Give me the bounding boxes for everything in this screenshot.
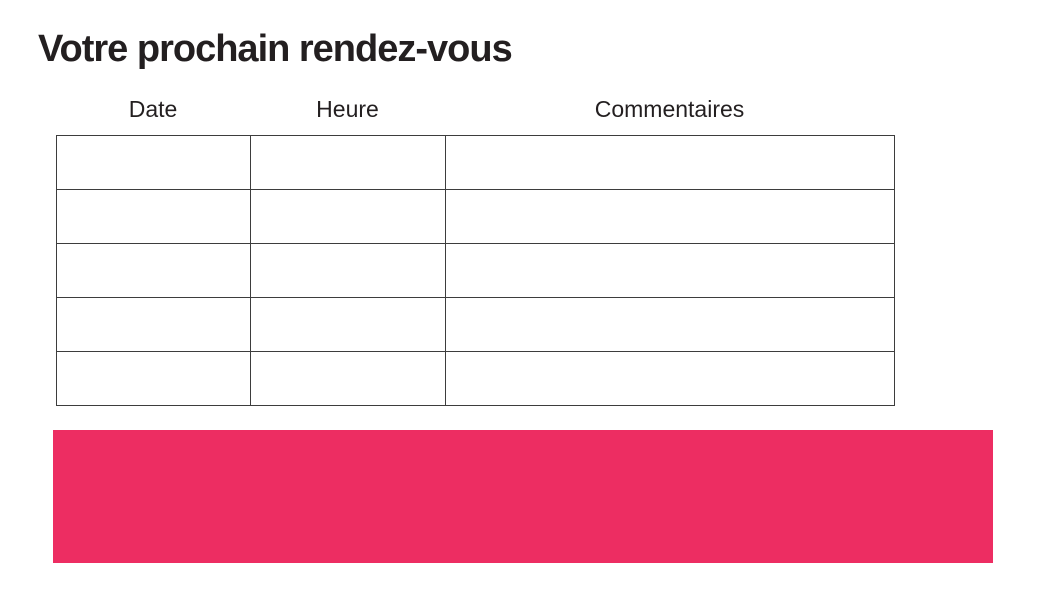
table-row [56, 189, 895, 244]
table-row [56, 243, 895, 298]
table-row [56, 135, 895, 190]
heure-cell [250, 243, 446, 298]
commentaires-cell [445, 297, 895, 352]
pink-banner [53, 430, 993, 563]
page-title: Votre prochain rendez-vous [38, 28, 513, 70]
commentaires-cell [445, 135, 895, 190]
column-header-commentaires: Commentaires [594, 96, 745, 122]
appointments-table [56, 135, 895, 406]
heure-cell [250, 135, 446, 190]
date-cell [56, 189, 251, 244]
table-row [56, 297, 895, 352]
heure-cell [250, 189, 446, 244]
commentaires-cell [445, 351, 895, 406]
commentaires-cell [445, 243, 895, 298]
table-row [56, 351, 895, 406]
date-cell [56, 243, 251, 298]
commentaires-cell [445, 189, 895, 244]
date-cell [56, 351, 251, 406]
heure-cell [250, 297, 446, 352]
column-header-heure: Heure [316, 96, 379, 122]
date-cell [56, 297, 251, 352]
heure-cell [250, 351, 446, 406]
table-header-row: Date Heure Commentaires [56, 92, 894, 126]
date-cell [56, 135, 251, 190]
column-header-date: Date [128, 96, 178, 122]
